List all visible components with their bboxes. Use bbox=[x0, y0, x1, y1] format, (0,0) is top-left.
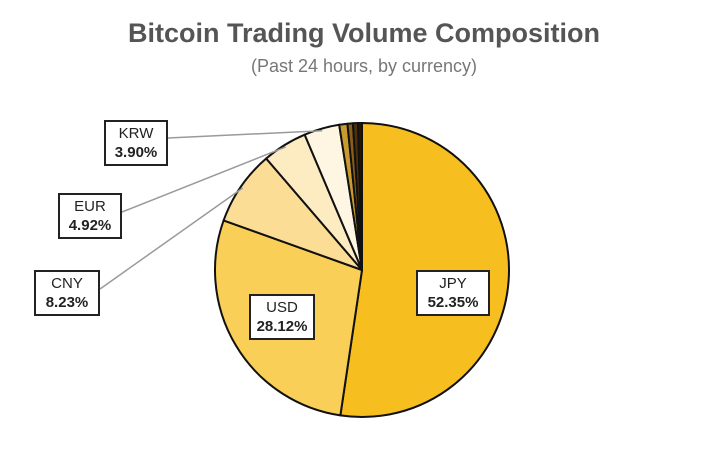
slice-label-cny: CNY 8.23% bbox=[34, 270, 100, 316]
slice-label-krw-name: KRW bbox=[118, 125, 154, 142]
chart-subtitle: (Past 24 hours, by currency) bbox=[250, 56, 478, 76]
slice-label-usd-value: 28.12% bbox=[256, 318, 308, 335]
pie-slice-jpy bbox=[339, 122, 510, 418]
slice-label-eur: EUR 4.92% bbox=[58, 193, 122, 239]
slice-label-eur-name: EUR bbox=[74, 198, 106, 215]
slice-label-usd-name: USD bbox=[266, 299, 298, 316]
slice-label-jpy: JPY 52.35% bbox=[416, 270, 490, 316]
slice-label-krw: KRW 3.90% bbox=[104, 120, 168, 166]
leader-line-cny bbox=[99, 187, 244, 290]
slice-label-krw-value: 3.90% bbox=[114, 144, 158, 161]
slice-label-cny-name: CNY bbox=[51, 275, 83, 292]
leader-line-eur bbox=[121, 146, 286, 213]
leader-line-krw bbox=[167, 130, 323, 139]
slice-label-cny-value: 8.23% bbox=[45, 294, 89, 311]
pie-slice-other-8 bbox=[357, 121, 363, 271]
slice-label-usd: USD 28.12% bbox=[249, 294, 315, 340]
slice-label-jpy-value: 52.35% bbox=[427, 294, 479, 311]
chart-title: Bitcoin Trading Volume Composition bbox=[128, 18, 600, 48]
slice-label-eur-value: 4.92% bbox=[68, 217, 112, 234]
slice-label-jpy-name: JPY bbox=[439, 275, 467, 292]
